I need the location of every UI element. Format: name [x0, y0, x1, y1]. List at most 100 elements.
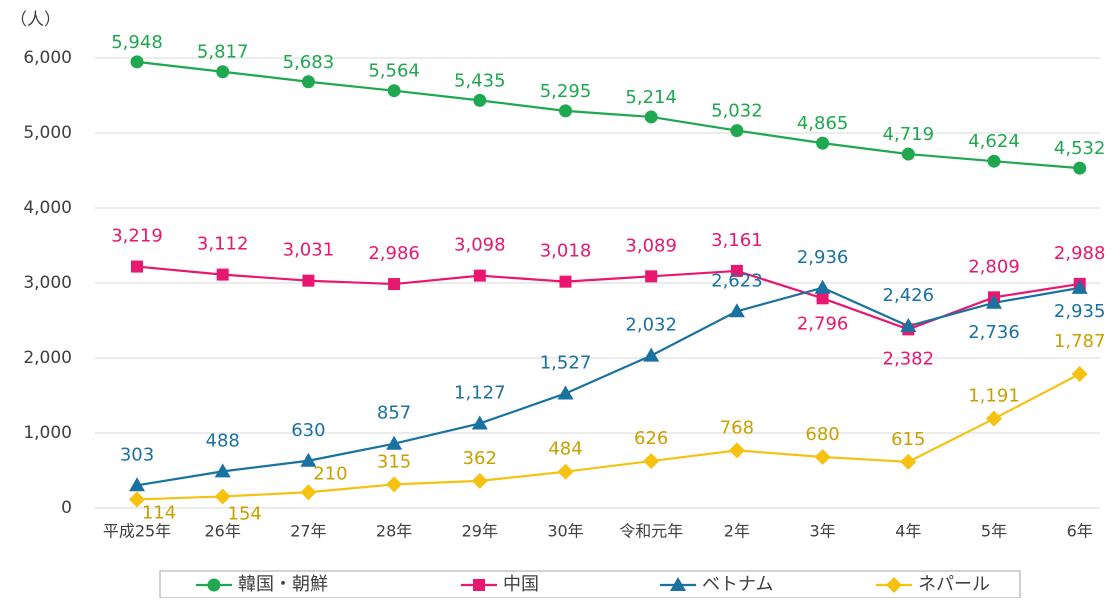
data-label: 3,219: [111, 226, 163, 247]
y-tick-label: 5,000: [23, 123, 72, 143]
x-tick-label: 5年: [981, 522, 1007, 541]
data-label: 5,564: [368, 61, 420, 82]
legend-label: ベトナム: [702, 574, 773, 595]
x-tick-label: 6年: [1067, 522, 1093, 541]
data-label: 2,623: [711, 270, 763, 291]
data-point: [645, 270, 658, 283]
data-point: [130, 55, 144, 69]
y-tick-label: 1,000: [23, 423, 72, 443]
x-tick-label: 4年: [895, 522, 921, 541]
data-point: [816, 136, 830, 150]
data-point: [302, 274, 315, 287]
data-label: 2,382: [883, 348, 935, 369]
data-point: [728, 442, 745, 459]
data-label: 3,031: [283, 240, 335, 261]
data-point: [986, 410, 1002, 427]
legend-marker: [670, 577, 686, 591]
data-label: 315: [377, 451, 411, 472]
data-label: 5,817: [197, 42, 249, 63]
x-tick-label: 3年: [810, 522, 836, 541]
data-label: 2,809: [968, 256, 1020, 277]
data-point: [471, 472, 488, 489]
data-point: [986, 294, 1002, 309]
data-point: [129, 491, 145, 508]
legend-marker: [473, 579, 485, 591]
x-tick-label: 26年: [205, 522, 241, 541]
y-tick-label: 3,000: [23, 273, 72, 293]
data-label: 484: [548, 439, 582, 460]
y-tick-label: 0: [61, 498, 72, 518]
data-label: 1,527: [540, 352, 592, 373]
data-label: 5,683: [283, 52, 335, 73]
data-label: 5,214: [625, 87, 677, 108]
data-point: [216, 268, 229, 281]
data-label: 4,624: [968, 131, 1020, 152]
data-point: [1073, 161, 1087, 175]
data-point: [987, 154, 1001, 168]
data-point: [301, 75, 315, 89]
data-point: [814, 449, 831, 465]
data-point: [730, 264, 743, 277]
data-point: [559, 275, 572, 288]
data-label: 3,098: [454, 235, 506, 256]
data-point: [1071, 365, 1088, 382]
data-point: [1071, 279, 1088, 294]
data-point: [900, 318, 917, 333]
data-point: [557, 463, 574, 480]
data-point: [728, 303, 745, 318]
data-point: [816, 292, 829, 305]
data-point: [216, 65, 230, 79]
data-label: 680: [805, 424, 839, 445]
data-label: 2,032: [625, 315, 677, 336]
x-tick-label: 28年: [376, 522, 412, 541]
data-label: 4,719: [883, 124, 935, 145]
data-point: [643, 453, 660, 470]
data-point: [386, 435, 403, 450]
x-tick-label: 平成25年: [103, 522, 171, 541]
data-point: [131, 260, 143, 273]
data-point: [559, 104, 572, 118]
data-point: [387, 84, 401, 98]
x-tick-label: 27年: [290, 522, 326, 541]
data-label: 630: [291, 420, 325, 441]
data-point: [386, 476, 403, 493]
y-tick-label: 4,000: [23, 198, 72, 218]
data-label: 2,426: [883, 285, 935, 306]
data-label: 2,796: [797, 313, 849, 334]
data-point: [900, 453, 917, 470]
data-label: 3,161: [711, 230, 763, 251]
data-point: [473, 93, 487, 107]
data-point: [473, 269, 486, 282]
data-label: 2,936: [797, 247, 849, 268]
data-label: 5,948: [111, 32, 163, 53]
data-label: 857: [377, 403, 411, 424]
data-label: 4,865: [797, 113, 849, 134]
data-label: 1,191: [968, 386, 1020, 407]
data-label: 2,935: [1054, 301, 1106, 322]
legend-marker: [886, 577, 902, 593]
data-label: 210: [313, 463, 347, 484]
data-point: [643, 347, 660, 362]
series-line: [136, 265, 1080, 331]
data-label: 114: [142, 502, 176, 523]
series-line: [136, 372, 1081, 501]
data-point: [730, 124, 744, 138]
x-tick-label: 30年: [547, 522, 583, 541]
data-label: 2,986: [368, 243, 420, 264]
series-line: [136, 286, 1080, 487]
data-label: 615: [891, 429, 925, 450]
data-point: [814, 279, 831, 294]
data-label: 768: [720, 417, 754, 438]
y-tick-label: 6,000: [23, 48, 72, 68]
data-label: 2,988: [1054, 243, 1106, 264]
data-label: 3,089: [625, 235, 677, 256]
data-point: [214, 463, 231, 478]
data-point: [644, 110, 658, 124]
data-label: 2,736: [968, 322, 1020, 343]
data-label: 154: [228, 503, 262, 524]
data-label: 303: [120, 444, 154, 465]
data-point: [300, 452, 317, 467]
legend-label: 韓国・朝鮮: [238, 574, 328, 595]
data-label: 1,787: [1054, 331, 1106, 352]
